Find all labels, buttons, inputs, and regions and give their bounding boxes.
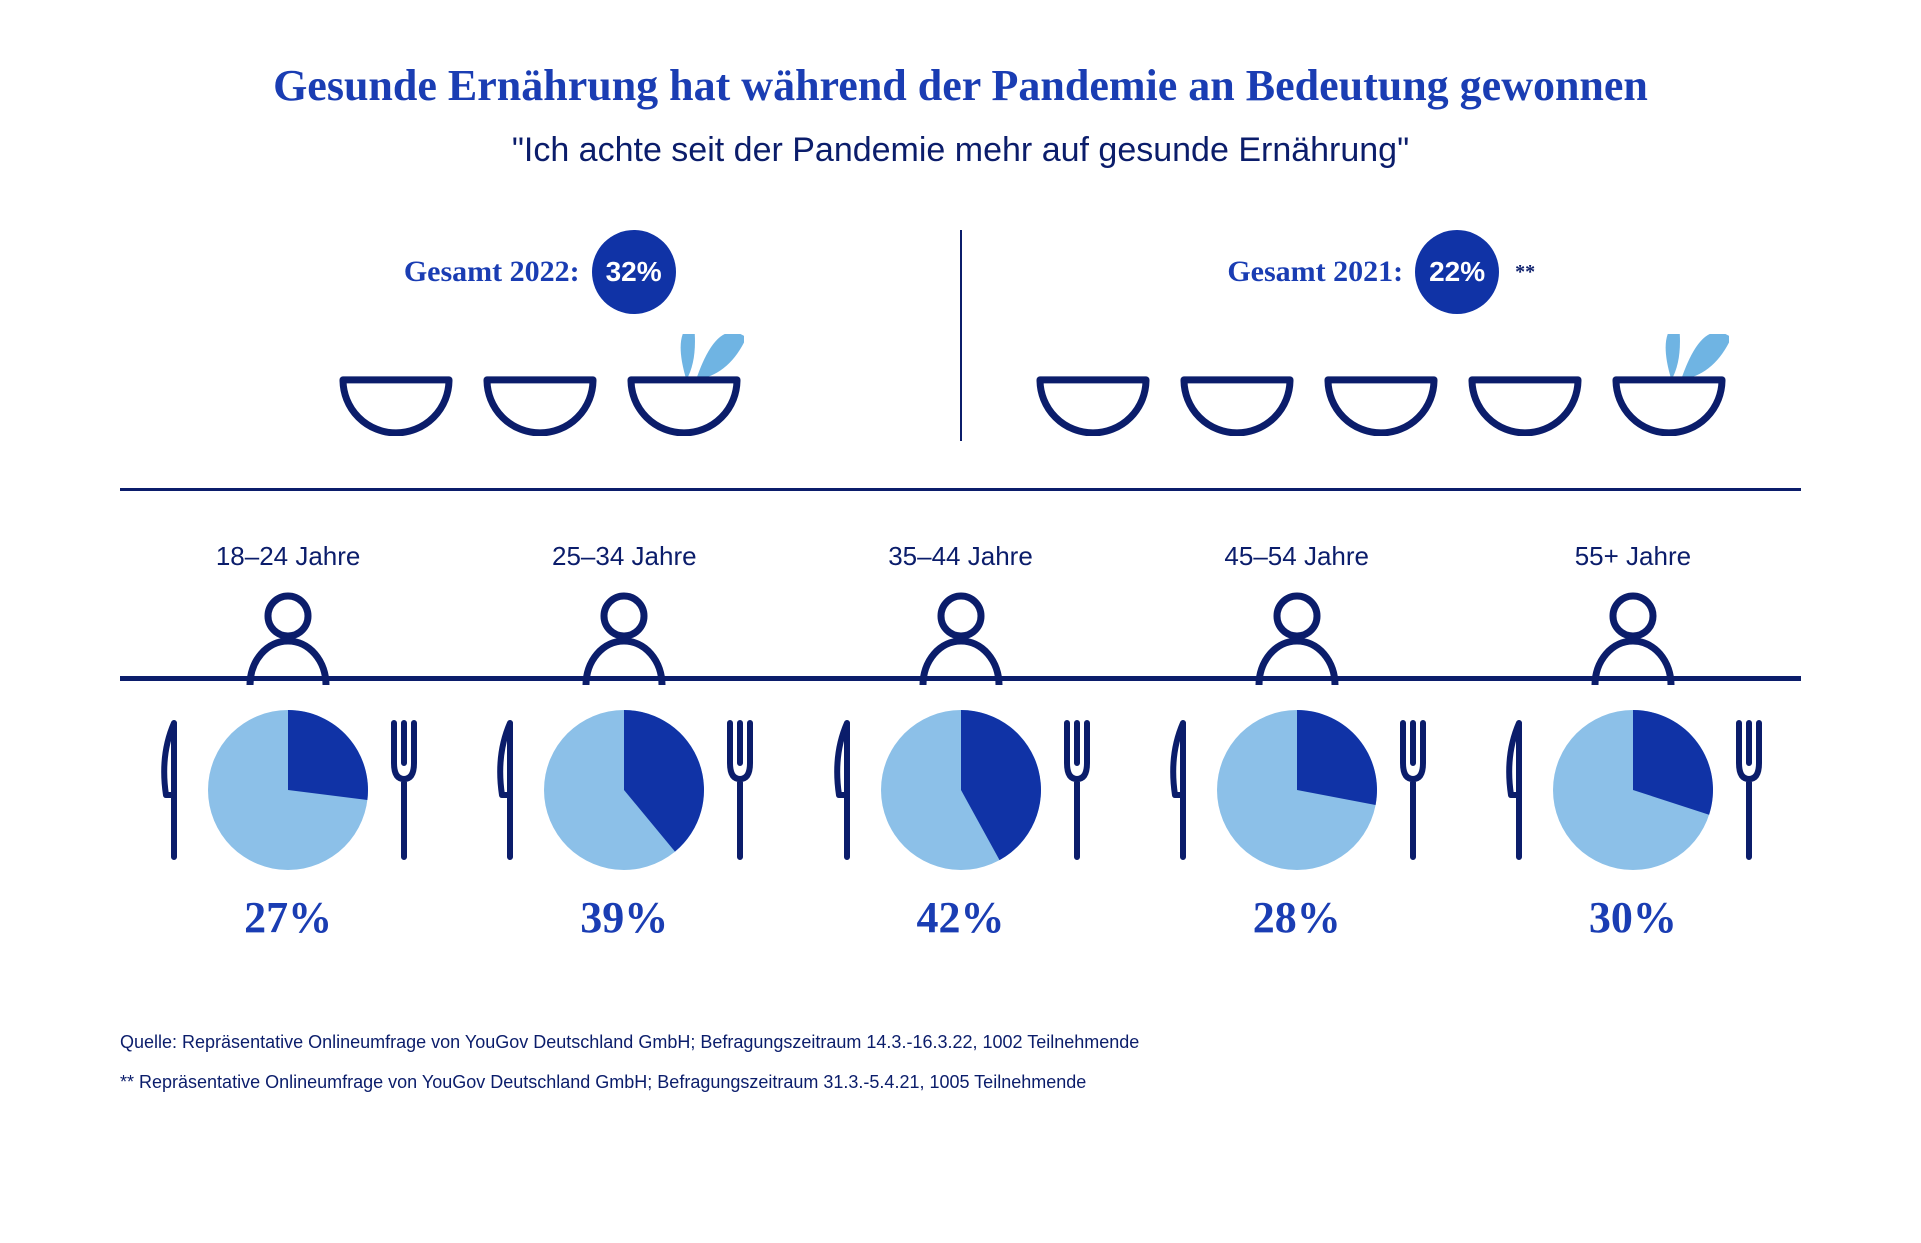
footnote-line: Quelle: Repräsentative Onlineumfrage von…	[120, 1023, 1801, 1063]
pie-chart	[544, 710, 704, 870]
page-title: Gesunde Ernährung hat während der Pandem…	[120, 60, 1801, 111]
age-block: 45–54 Jahre 28%	[1129, 541, 1465, 943]
total-label: Gesamt 2022:	[404, 255, 580, 289]
footnote-line: ** Repräsentative Onlineumfrage von YouG…	[120, 1063, 1801, 1103]
plate-row	[152, 710, 424, 870]
knife-icon	[825, 715, 865, 865]
plate-row	[488, 710, 760, 870]
bowls-group	[336, 334, 744, 441]
bowl-icon	[480, 334, 600, 436]
bowl-icon	[1609, 334, 1729, 436]
pie-chart	[1553, 710, 1713, 870]
age-percent: 42%	[917, 892, 1005, 943]
age-percent: 30%	[1589, 892, 1677, 943]
fork-icon	[1057, 715, 1097, 865]
footnote-mark: **	[1515, 261, 1535, 284]
footnotes: Quelle: Repräsentative Onlineumfrage von…	[120, 1023, 1801, 1102]
age-label: 45–54 Jahre	[1224, 541, 1369, 572]
age-percent: 28%	[1253, 892, 1341, 943]
knife-icon	[152, 715, 192, 865]
total-badge: 32%	[592, 230, 676, 314]
age-block: 35–44 Jahre 42%	[792, 541, 1128, 943]
knife-icon	[1497, 715, 1537, 865]
pie-chart	[1217, 710, 1377, 870]
bowls-group	[1033, 334, 1729, 441]
pie-chart	[208, 710, 368, 870]
age-label: 18–24 Jahre	[216, 541, 361, 572]
fork-icon	[1393, 715, 1433, 865]
person-icon	[574, 590, 674, 685]
fork-icon	[384, 715, 424, 865]
age-percent: 39%	[580, 892, 668, 943]
table-divider	[120, 676, 1801, 681]
age-row: 18–24 Jahre 27%25–34 Jahre 39%35–44 Jahr…	[120, 541, 1801, 943]
bowl-icon	[624, 334, 744, 436]
age-label: 55+ Jahre	[1575, 541, 1691, 572]
knife-icon	[1161, 715, 1201, 865]
person-icon	[238, 590, 338, 685]
fork-icon	[720, 715, 760, 865]
age-label: 35–44 Jahre	[888, 541, 1033, 572]
total-badge: 22%	[1415, 230, 1499, 314]
page-subtitle: "Ich achte seit der Pandemie mehr auf ge…	[120, 131, 1801, 170]
age-label: 25–34 Jahre	[552, 541, 697, 572]
bowl-icon	[1465, 334, 1585, 436]
bowl-icon	[1033, 334, 1153, 436]
fork-icon	[1729, 715, 1769, 865]
age-percent: 27%	[244, 892, 332, 943]
person-icon	[1247, 590, 1347, 685]
age-block: 25–34 Jahre 39%	[456, 541, 792, 943]
age-block: 55+ Jahre 30%	[1465, 541, 1801, 943]
total-label: Gesamt 2021:	[1227, 255, 1403, 289]
totals-row: Gesamt 2022: 32% Gesamt 2021: 22% **	[120, 230, 1801, 491]
person-icon	[911, 590, 1011, 685]
knife-icon	[488, 715, 528, 865]
plate-row	[1161, 710, 1433, 870]
person-icon	[1583, 590, 1683, 685]
bowl-icon	[1321, 334, 1441, 436]
bowl-icon	[1177, 334, 1297, 436]
total-block: Gesamt 2022: 32%	[120, 230, 962, 441]
total-block: Gesamt 2021: 22% **	[962, 230, 1802, 441]
age-block: 18–24 Jahre 27%	[120, 541, 456, 943]
pie-chart	[881, 710, 1041, 870]
bowl-icon	[336, 334, 456, 436]
plate-row	[1497, 710, 1769, 870]
plate-row	[825, 710, 1097, 870]
